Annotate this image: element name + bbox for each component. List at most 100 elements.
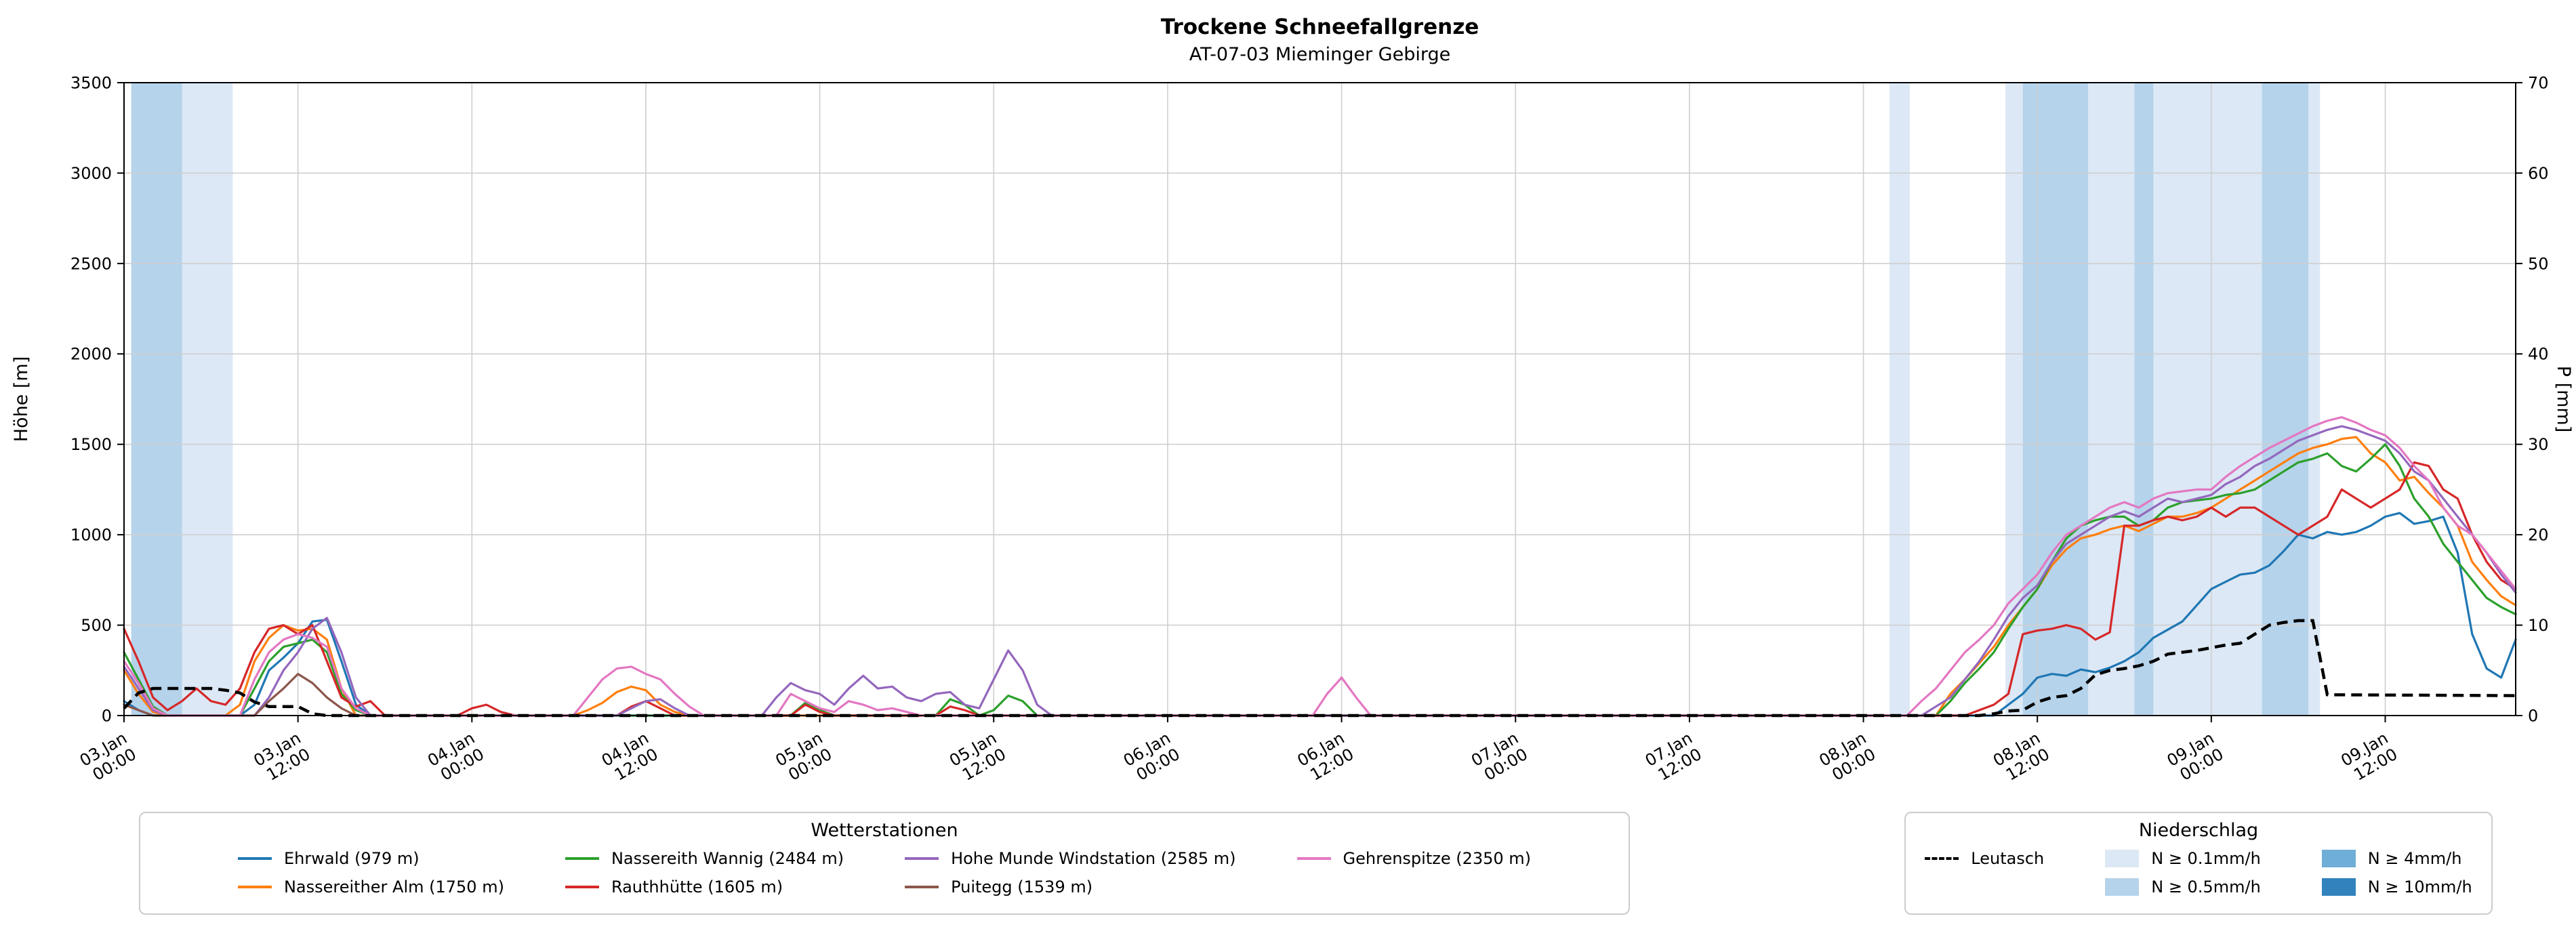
ytick-left: 2500 [70, 254, 112, 273]
legend-label-n10: N ≥ 10mm/h [2367, 878, 2472, 896]
legend-label-hohe-munde: Hohe Munde Windstation (2585 m) [951, 849, 1236, 868]
svg-text:09.Jan12:00: 09.Jan12:00 [2337, 728, 2400, 787]
xtick-label: 06.Jan12:00 [1294, 728, 1357, 787]
band-swatch-n4 [2321, 850, 2356, 867]
line-swatch-hohe-munde [905, 857, 939, 860]
line-swatch-nassereither-alm [237, 886, 272, 888]
precip-band-l01 [1889, 83, 1910, 716]
svg-text:07.Jan00:00: 07.Jan00:00 [1468, 728, 1531, 787]
band-swatch-n01 [2105, 850, 2140, 867]
ytick-right: 70 [2528, 73, 2549, 92]
legend-niederschlag: Niederschlag Leutasch N ≥ 0.1mm/h N ≥ 0.… [1904, 812, 2493, 915]
svg-text:03.Jan12:00: 03.Jan12:00 [251, 728, 314, 787]
ylabel-right: P [mm] [2553, 366, 2574, 433]
chart-header: Trockene Schneefallgrenze AT-07-03 Miemi… [124, 15, 2516, 66]
xtick-label: 04.Jan12:00 [598, 728, 661, 787]
legend-item-gehrenspitze: Gehrenspitze (2350 m) [1296, 845, 1532, 872]
legend-item-hohe-munde: Hohe Munde Windstation (2585 m) [905, 845, 1236, 872]
svg-text:04.Jan12:00: 04.Jan12:00 [598, 728, 661, 787]
series-leutasch [123, 619, 2516, 718]
ytick-right: 10 [2528, 616, 2549, 635]
chart-subtitle: AT-07-03 Mieminger Gebirge [1189, 44, 1451, 66]
legend-item-nassereither-alm: Nassereither Alm (1750 m) [237, 873, 504, 901]
ytick-left: 3500 [70, 73, 112, 92]
legend-label-n05: N ≥ 0.5mm/h [2151, 878, 2261, 896]
svg-text:05.Jan12:00: 05.Jan12:00 [946, 728, 1009, 787]
line-swatch-nassereith-wannig [565, 857, 599, 860]
xtick-label: 09.Jan00:00 [2164, 728, 2227, 787]
legend-item-n10: N ≥ 10mm/h [2321, 873, 2472, 901]
series-nassereith-wannig [123, 443, 2517, 717]
legend-wetterstationen-title: Wetterstationen [811, 820, 958, 841]
svg-text:08.Jan12:00: 08.Jan12:00 [1990, 728, 2053, 787]
line-swatch-gehrenspitze [1296, 857, 1331, 860]
legend-label-puitegg: Puitegg (1539 m) [951, 878, 1093, 896]
legend-label-ehrwald: Ehrwald (979 m) [283, 849, 420, 868]
series-puitegg [123, 673, 386, 717]
chart-title: Trockene Schneefallgrenze [1160, 15, 1479, 39]
legend-label-n01: N ≥ 0.1mm/h [2151, 849, 2261, 868]
xtick-label: 07.Jan00:00 [1468, 728, 1531, 787]
dashed-line-swatch-leutasch [1925, 857, 1959, 860]
ytick-right: 0 [2528, 706, 2538, 725]
legend-niederschlag-items: Leutasch N ≥ 0.1mm/h N ≥ 0.5mm/h N ≥ 4mm… [1925, 845, 2472, 901]
precip-band-l05 [2262, 83, 2309, 716]
legend-item-ehrwald: Ehrwald (979 m) [237, 845, 504, 872]
legend-label-rauthhuette: Rauthhütte (1605 m) [611, 878, 783, 896]
xtick-label: 07.Jan12:00 [1642, 728, 1705, 787]
ytick-left: 1500 [70, 435, 112, 454]
legend-label-gehrenspitze: Gehrenspitze (2350 m) [1343, 849, 1532, 868]
band-swatch-n10 [2321, 878, 2356, 896]
svg-text:09.Jan00:00: 09.Jan00:00 [2164, 728, 2227, 787]
precip-bands [131, 83, 2321, 716]
xtick-label: 04.Jan00:00 [424, 728, 487, 787]
ytick-right: 60 [2528, 164, 2549, 183]
legend-item-n4: N ≥ 4mm/h [2321, 845, 2472, 872]
xtick-label: 05.Jan00:00 [773, 728, 836, 785]
svg-text:06.Jan12:00: 06.Jan12:00 [1294, 728, 1357, 787]
ytick-right: 40 [2528, 345, 2549, 364]
series-hohe-munde [123, 425, 2517, 717]
xtick-label: 08.Jan12:00 [1990, 728, 2053, 787]
ytick-left: 3000 [70, 164, 112, 183]
xtick-label: 06.Jan00:00 [1120, 728, 1183, 787]
series-nassereither-alm [123, 436, 2517, 717]
series-rauthhuette [123, 461, 2517, 717]
svg-text:06.Jan00:00: 06.Jan00:00 [1120, 728, 1183, 787]
ytick-left: 0 [102, 706, 112, 725]
legend-item-puitegg: Puitegg (1539 m) [905, 873, 1235, 901]
legend-item-n01: N ≥ 0.1mm/h [2105, 845, 2261, 872]
svg-text:07.Jan12:00: 07.Jan12:00 [1642, 728, 1705, 787]
legend-label-nassereith-wannig: Nassereith Wannig (2484 m) [611, 849, 844, 868]
legend-item-rauthhuette: Rauthhütte (1605 m) [565, 873, 844, 901]
precip-band-l05 [2134, 83, 2154, 716]
line-swatch-puitegg [905, 886, 939, 888]
band-swatch-n05 [2105, 878, 2140, 896]
xtick-label: 03.Jan12:00 [251, 728, 314, 787]
legend-item-nassereith-wannig: Nassereith Wannig (2484 m) [565, 845, 844, 872]
ytick-right: 30 [2528, 435, 2549, 454]
ytick-left: 2000 [70, 345, 112, 364]
plot-spines [123, 82, 2516, 716]
precip-band-l05 [2022, 83, 2089, 716]
legend-label-n4: N ≥ 4mm/h [2367, 849, 2462, 868]
ytick-left: 500 [81, 616, 112, 635]
ytick-right: 50 [2528, 254, 2549, 273]
ytick-right: 20 [2528, 526, 2549, 545]
xtick-label: 05.Jan12:00 [946, 728, 1009, 787]
line-swatch-ehrwald [237, 857, 272, 860]
legend-label-nassereither-alm: Nassereither Alm (1750 m) [283, 878, 504, 896]
legend-niederschlag-title: Niederschlag [2138, 820, 2259, 841]
xtick-label: 08.Jan00:00 [1816, 728, 1879, 787]
legend-item-leutasch: Leutasch [1925, 845, 2044, 872]
svg-text:08.Jan00:00: 08.Jan00:00 [1816, 728, 1879, 787]
xtick-label: 09.Jan12:00 [2337, 728, 2400, 787]
svg-text:04.Jan00:00: 04.Jan00:00 [424, 728, 487, 787]
series-ehrwald [123, 512, 2517, 717]
line-swatch-rauthhuette [565, 886, 599, 888]
legend-wetterstationen: Wetterstationen Ehrwald (979 m) Nasserei… [139, 812, 1630, 915]
legend-wetterstationen-items: Ehrwald (979 m) Nassereither Alm (1750 m… [237, 845, 1532, 901]
legend-label-leutasch: Leutasch [1971, 849, 2045, 868]
